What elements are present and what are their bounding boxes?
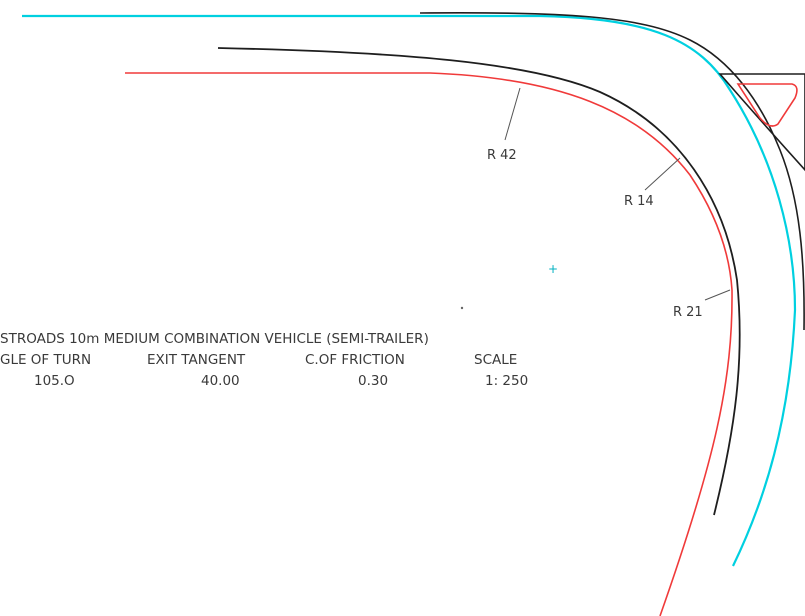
outer-kerb-cyan-line xyxy=(22,14,797,567)
header-exit-tangent: EXIT TANGENT xyxy=(147,352,246,368)
value-exit-tangent: 40.00 xyxy=(201,373,240,389)
vehicle-title: STROADS 10m MEDIUM COMBINATION VEHICLE (… xyxy=(0,331,429,347)
radius-label-r42: R 42 xyxy=(487,148,517,163)
r21-leader-line xyxy=(704,289,731,301)
header-coefficient-of-friction: C.OF FRICTION xyxy=(305,352,405,368)
traffic-island-black-outline xyxy=(718,73,805,172)
inner-kerb-red-line xyxy=(125,72,733,616)
value-scale: 1: 250 xyxy=(485,373,528,389)
radius-label-r21: R 21 xyxy=(673,305,703,320)
traffic-island-red-outline xyxy=(736,83,798,127)
r14-leader-line xyxy=(644,157,681,191)
center-point-dot xyxy=(460,306,464,310)
inner-swept-path-black-line xyxy=(217,47,741,516)
outer-swept-path-black-line xyxy=(419,12,805,331)
value-coefficient-of-friction: 0.30 xyxy=(358,373,388,389)
header-angle-of-turn: GLE OF TURN xyxy=(0,352,91,368)
cyan-center-marker: + xyxy=(548,262,558,276)
r42-leader-line xyxy=(504,87,521,141)
header-scale: SCALE xyxy=(474,352,517,368)
value-angle-of-turn: 105.O xyxy=(34,373,75,389)
radius-label-r14: R 14 xyxy=(624,194,654,209)
